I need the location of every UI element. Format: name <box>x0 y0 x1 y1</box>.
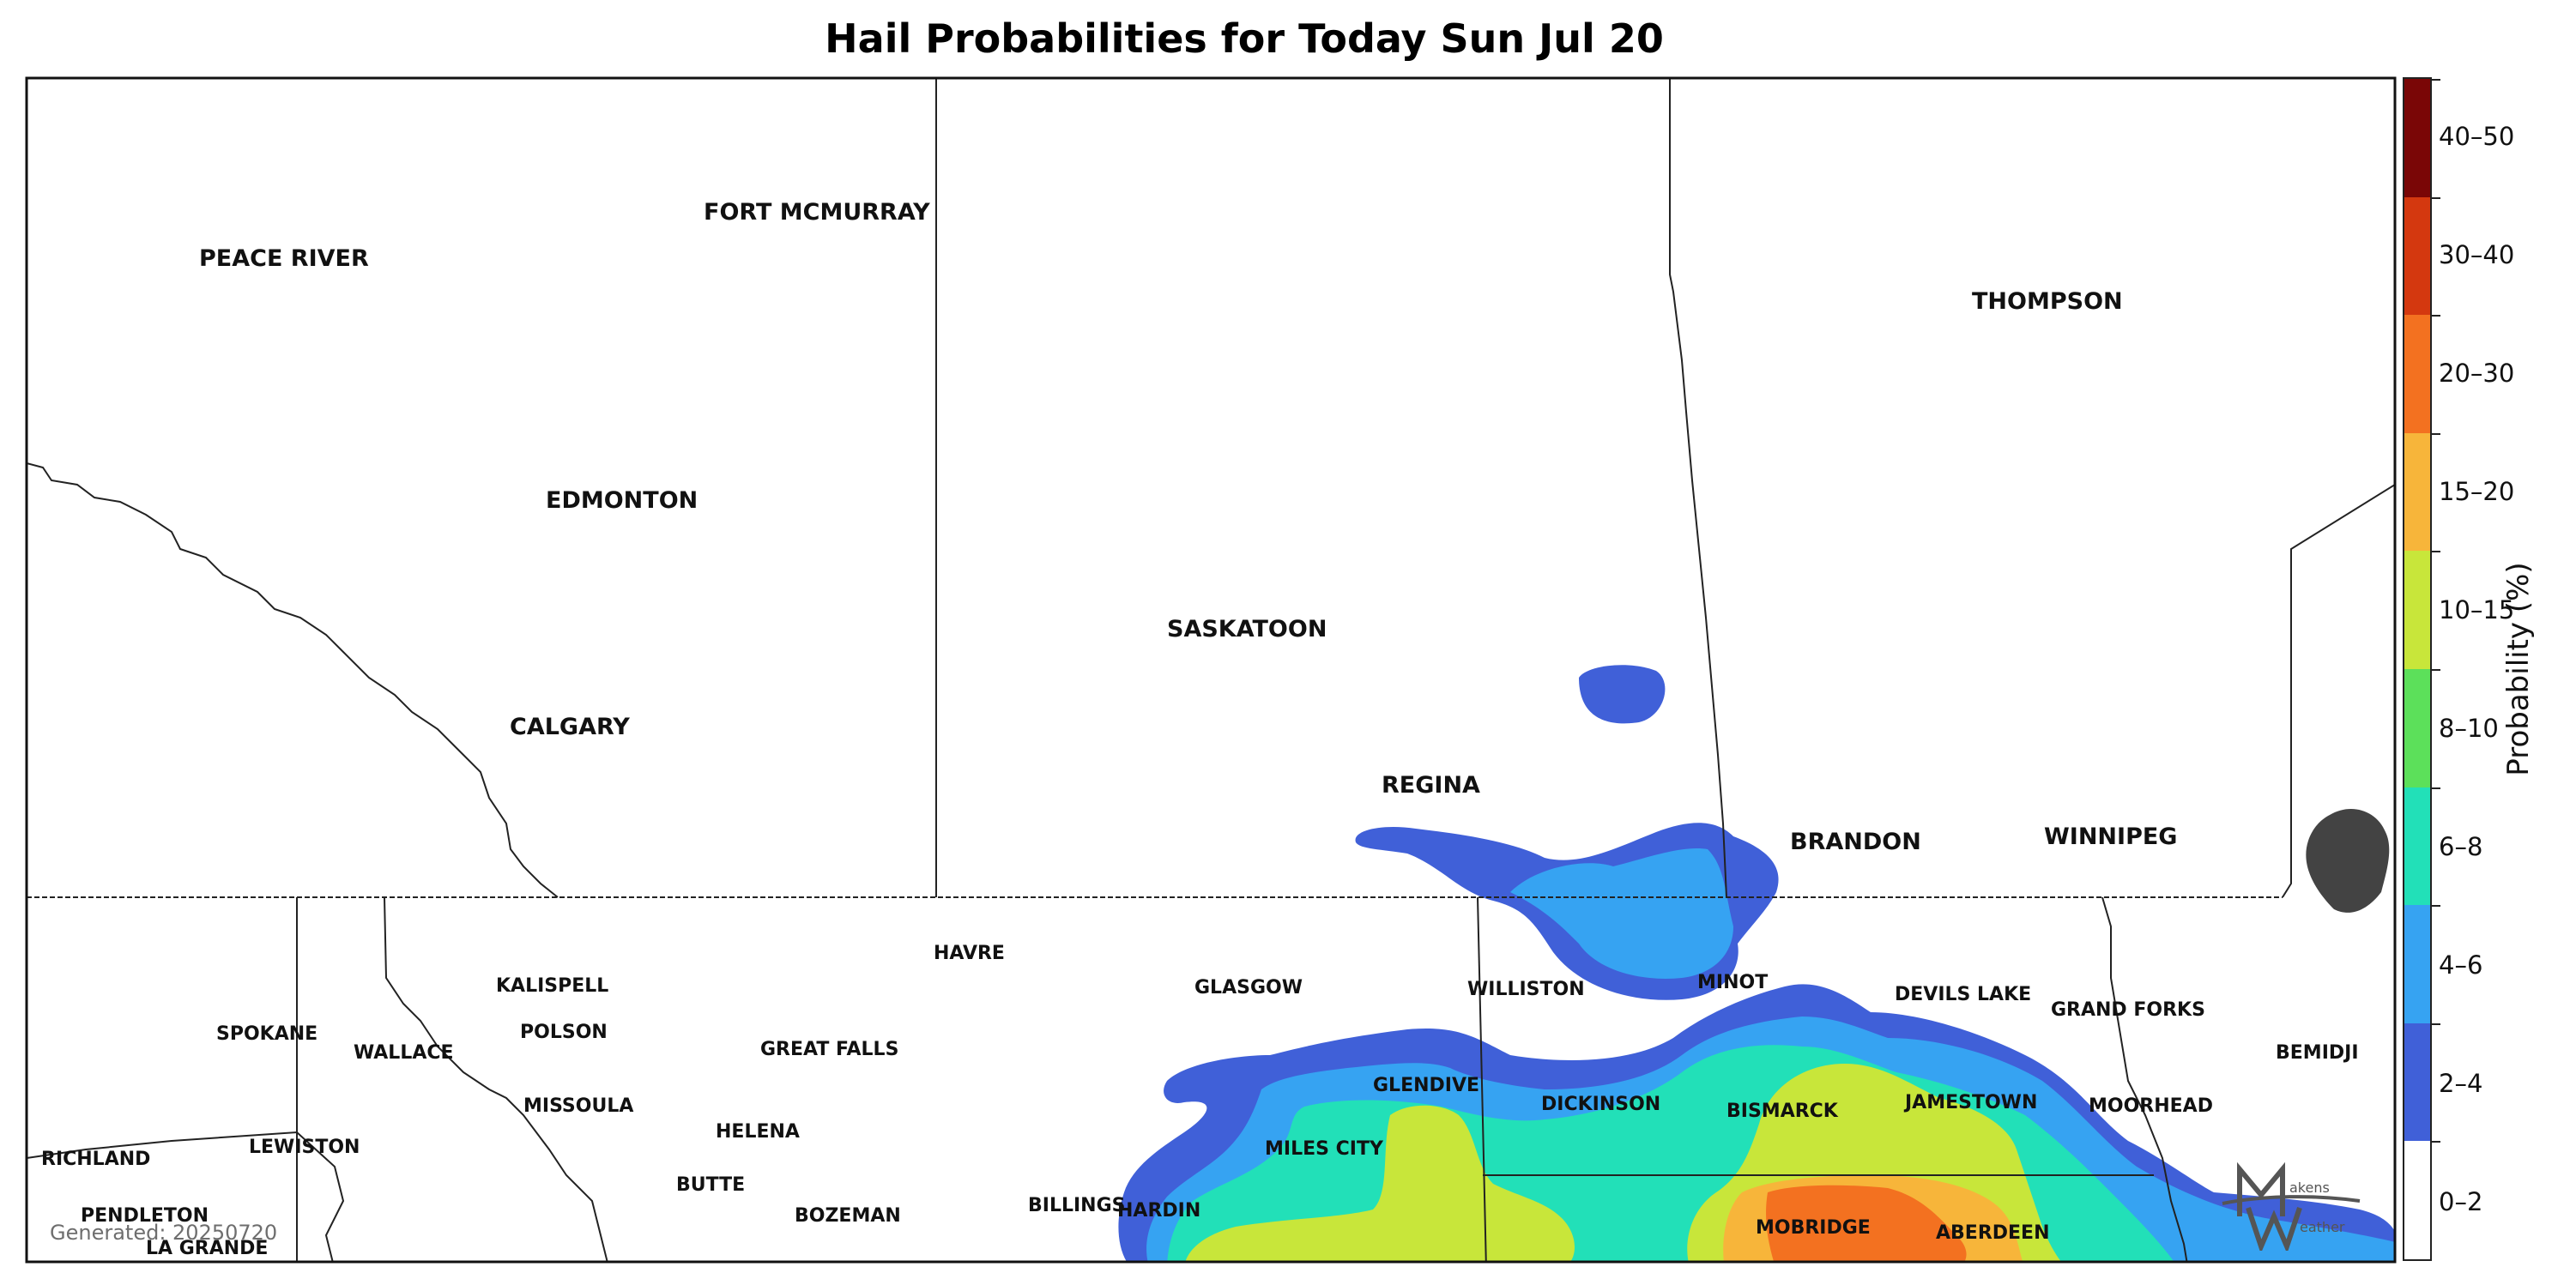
colorbar-tick <box>2432 1023 2440 1025</box>
colorbar-segment <box>2404 196 2440 316</box>
colorbar-tick <box>2432 669 2440 672</box>
probability-colorbar <box>2403 77 2440 1261</box>
city-helena: HELENA <box>716 1121 800 1143</box>
colorbar-bin-label: 0–2 <box>2439 1187 2483 1216</box>
city-lewiston: LEWISTON <box>249 1137 360 1158</box>
city-richland: RICHLAND <box>41 1149 150 1170</box>
city-kalispell: KALISPELL <box>496 975 608 997</box>
city-dickinson: DICKINSON <box>1541 1094 1660 1115</box>
colorbar-bin-label: 40–50 <box>2439 122 2515 151</box>
city-grand-forks: GRAND FORKS <box>2051 999 2205 1021</box>
probability-20-30-region <box>1766 1185 1967 1262</box>
city-bozeman: BOZEMAN <box>795 1205 901 1227</box>
colorbar-segment <box>2404 1141 2440 1259</box>
colorbar-segment <box>2404 905 2440 1023</box>
city-winnipeg: WINNIPEG <box>2044 823 2177 850</box>
city-thompson: THOMPSON <box>1972 288 2123 315</box>
colorbar-segment <box>2404 79 2440 197</box>
colorbar-tick <box>2432 551 2440 553</box>
colorbar-segment <box>2404 315 2440 433</box>
lake-of-the-woods-coastline <box>2306 808 2390 913</box>
makens-weather-logo: akens eather <box>2222 1161 2361 1251</box>
city-saskatoon: SASKATOON <box>1167 616 1327 642</box>
city-calgary: CALGARY <box>510 714 630 740</box>
colorbar-bin-label: 15–20 <box>2439 477 2515 506</box>
city-spokane: SPOKANE <box>216 1023 317 1045</box>
city-billings: BILLINGS <box>1028 1195 1126 1216</box>
city-aberdeen: ABERDEEN <box>1936 1222 2050 1244</box>
colorbar-bin-label: 6–8 <box>2439 832 2483 861</box>
city-peace-river: PEACE RIVER <box>199 245 369 272</box>
city-great-falls: GREAT FALLS <box>760 1039 898 1060</box>
city-bemidji: BEMIDJI <box>2276 1042 2359 1064</box>
city-bismarck: BISMARCK <box>1726 1101 1839 1122</box>
city-mobridge: MOBRIDGE <box>1756 1217 1871 1239</box>
city-minot: MINOT <box>1697 972 1768 993</box>
city-regina: REGINA <box>1382 772 1480 799</box>
colorbar-bin-label: 8–10 <box>2439 714 2499 743</box>
city-glendive: GLENDIVE <box>1373 1075 1479 1096</box>
map-title: Hail Probabilities for Today Sun Jul 20 <box>825 15 1664 62</box>
city-polson: POLSON <box>520 1022 608 1043</box>
colorbar-bin-label: 10–15 <box>2439 595 2515 624</box>
colorbar-bin-label: 2–4 <box>2439 1069 2483 1098</box>
colorbar-segment <box>2404 551 2440 670</box>
city-missoula: MISSOULA <box>523 1095 633 1117</box>
colorbar-tick <box>2432 315 2440 317</box>
colorbar-segment <box>2404 787 2440 906</box>
city-wallace: WALLACE <box>354 1042 454 1064</box>
city-pendleton: PENDLETON <box>81 1205 209 1227</box>
colorbar-segment <box>2404 669 2440 787</box>
city-havre: HAVRE <box>934 943 1005 964</box>
city-hardin: HARDIN <box>1117 1200 1200 1222</box>
city-glasgow: GLASGOW <box>1194 977 1303 998</box>
city-moorhead: MOORHEAD <box>2089 1095 2213 1117</box>
city-brandon: BRANDON <box>1790 829 1921 855</box>
map-frame <box>25 76 2397 1264</box>
svg-text:eather: eather <box>2300 1219 2345 1235</box>
city-jamestown: JAMESTOWN <box>1903 1092 2037 1113</box>
city-labels: PEACE RIVER FORT MCMURRAY EDMONTON CALGA… <box>41 199 2359 1259</box>
political-borders <box>27 78 2395 1262</box>
colorbar-bin-label: 20–30 <box>2439 359 2515 388</box>
colorbar-tick <box>2432 787 2440 789</box>
colorbar-segment <box>2404 1023 2440 1142</box>
svg-text:akens: akens <box>2289 1179 2330 1196</box>
colorbar-tick <box>2432 905 2440 908</box>
city-devils-lake: DEVILS LAKE <box>1895 984 2031 1005</box>
city-la-grande: LA GRANDE <box>146 1238 268 1259</box>
colorbar-tick <box>2432 1141 2440 1143</box>
city-miles-city: MILES CITY <box>1265 1138 1384 1160</box>
colorbar-bin-label: 30–40 <box>2439 240 2515 269</box>
city-fort-mcmurray: FORT MCMURRAY <box>704 199 930 226</box>
colorbar-axis-label: Probability (%) <box>2501 562 2536 776</box>
generated-stamp: Generated: 20250720 <box>50 1221 278 1245</box>
colorbar-bin-label: 4–6 <box>2439 950 2483 980</box>
colorbar-tick <box>2432 196 2440 199</box>
city-williston: WILLISTON <box>1467 979 1585 1000</box>
city-butte: BUTTE <box>676 1174 745 1196</box>
city-edmonton: EDMONTON <box>546 487 698 514</box>
colorbar-tick <box>2432 79 2440 81</box>
colorbar-tick <box>2432 432 2440 435</box>
colorbar-segment <box>2404 432 2440 552</box>
